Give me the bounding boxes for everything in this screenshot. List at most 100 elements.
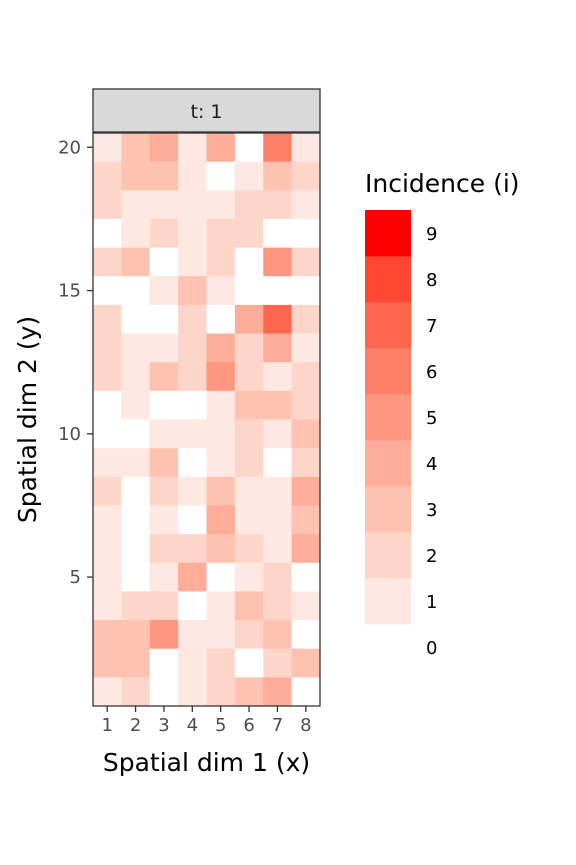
heatmap-tile — [291, 304, 321, 334]
heatmap-tile — [206, 620, 236, 649]
heatmap-tile — [263, 390, 292, 420]
heatmap-tile — [93, 419, 122, 449]
y-tick-label: 20 — [58, 137, 81, 158]
heatmap-tile — [121, 362, 151, 392]
legend-swatch — [365, 624, 411, 671]
heatmap-tile — [234, 390, 264, 420]
legend-swatch — [365, 348, 411, 395]
heatmap-tile — [149, 677, 179, 707]
heatmap-tile — [206, 505, 236, 535]
heatmap-tile — [206, 276, 236, 306]
heatmap-tile — [263, 190, 292, 220]
heatmap-tile — [291, 476, 321, 506]
heatmap-tile — [93, 218, 122, 248]
x-tick-label: 8 — [300, 715, 311, 736]
heatmap-tile — [121, 247, 151, 277]
heatmap-tile — [149, 620, 179, 649]
heatmap-tile — [263, 620, 292, 649]
heatmap-tile — [149, 218, 179, 248]
heatmap-tile — [206, 419, 236, 449]
heatmap-tile — [291, 333, 321, 363]
heatmap-tile — [93, 591, 122, 621]
heatmap-tile — [291, 505, 321, 535]
heatmap-tile — [149, 333, 179, 363]
heatmap-tile — [93, 133, 122, 162]
heatmap-tile — [234, 218, 264, 248]
heatmap-tile — [178, 476, 207, 506]
heatmap-tile — [234, 133, 264, 162]
heatmap-tile — [121, 476, 151, 506]
heatmap-tile — [121, 333, 151, 363]
panel-border — [92, 132, 321, 707]
legend-label: 2 — [426, 546, 437, 567]
legend-label: 1 — [426, 592, 437, 613]
heatmap-tiles — [93, 133, 321, 707]
heatmap-tile — [93, 276, 122, 306]
heatmap-tile — [121, 648, 151, 678]
heatmap-tile — [149, 648, 179, 678]
x-tick-label: 3 — [158, 715, 169, 736]
legend-swatch — [365, 578, 411, 625]
heatmap-tile — [263, 161, 292, 191]
legend-swatch — [365, 302, 411, 349]
heatmap-tile — [234, 505, 264, 535]
heatmap-tile — [263, 505, 292, 535]
heatmap-tile — [234, 304, 264, 334]
heatmap-tile — [121, 161, 151, 191]
heatmap-tile — [206, 677, 236, 707]
legend-swatch — [365, 210, 411, 257]
heatmap-tile — [178, 534, 207, 564]
heatmap-tile — [178, 505, 207, 535]
heatmap-tile — [206, 190, 236, 220]
legend-label: 5 — [426, 408, 437, 429]
heatmap-tile — [93, 620, 122, 649]
heatmap-tile — [206, 591, 236, 621]
heatmap-tile — [291, 620, 321, 649]
heatmap-tile — [234, 448, 264, 478]
heatmap-tile — [121, 448, 151, 478]
heatmap-tile — [291, 534, 321, 564]
heatmap-tile — [206, 562, 236, 592]
heatmap-tile — [178, 333, 207, 363]
heatmap-tile — [291, 218, 321, 248]
heatmap-tile — [291, 161, 321, 191]
heatmap-tile — [234, 419, 264, 449]
heatmap-tile — [93, 362, 122, 392]
legend-label: 4 — [426, 454, 437, 475]
heatmap-tile — [178, 591, 207, 621]
heatmap-tile — [291, 190, 321, 220]
heatmap-tile — [263, 304, 292, 334]
x-tick-label: 5 — [215, 715, 226, 736]
heatmap-tile — [178, 276, 207, 306]
heatmap-tile — [149, 505, 179, 535]
heatmap-tile — [93, 190, 122, 220]
heatmap-tile — [206, 362, 236, 392]
heatmap-tile — [149, 390, 179, 420]
heatmap-tile — [121, 591, 151, 621]
heatmap-tile — [263, 218, 292, 248]
heatmap-tile — [263, 677, 292, 707]
heatmap-tile — [206, 247, 236, 277]
heatmap-tile — [234, 677, 264, 707]
heatmap-tile — [291, 247, 321, 277]
legend-swatch — [365, 440, 411, 487]
heatmap-tile — [178, 247, 207, 277]
heatmap-tile — [206, 133, 236, 162]
heatmap-tile — [291, 390, 321, 420]
heatmap-tile — [149, 362, 179, 392]
heatmap-tile — [178, 419, 207, 449]
facet-strip — [92, 88, 321, 133]
y-tick-label: 5 — [70, 567, 81, 588]
heatmap-tile — [234, 161, 264, 191]
heatmap-tile — [149, 247, 179, 277]
legend-title: Incidence (i) — [365, 169, 520, 198]
heatmap-tile — [178, 677, 207, 707]
heatmap-tile — [121, 390, 151, 420]
heatmap-tile — [234, 190, 264, 220]
heatmap-tile — [149, 476, 179, 506]
heatmap-tile — [234, 247, 264, 277]
y-tick-label: 15 — [58, 281, 81, 302]
heatmap-tile — [93, 562, 122, 592]
heatmap-tile — [178, 362, 207, 392]
